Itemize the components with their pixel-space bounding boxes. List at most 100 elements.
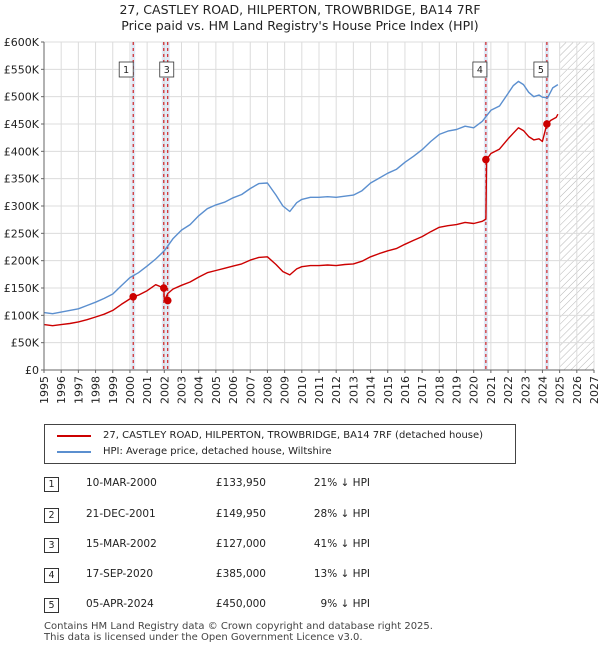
x-tick-label: 2007 [244, 376, 257, 404]
x-tick-label: 2011 [313, 376, 326, 404]
sale-hpi-diff: 21% ↓ HPI [313, 477, 370, 489]
x-tick-label: 2010 [296, 376, 309, 404]
sale-number-badge: 2 [44, 508, 59, 523]
sale-marker-label: 5 [533, 61, 549, 78]
y-tick-label: £400K [4, 145, 40, 158]
sale-marker-number: 5 [538, 65, 544, 76]
sale-row: 1 10-MAR-2000 £133,950 21% ↓ HPI [0, 477, 600, 495]
legend-label-hpi: HPI: Average price, detached house, Wilt… [103, 446, 332, 457]
x-tick-label: 2004 [193, 376, 206, 404]
hpi-line [43, 80, 559, 315]
y-tick-label: £500K [4, 91, 40, 104]
x-tick-label: 2006 [227, 376, 240, 404]
sale-price: £149,950 [215, 508, 266, 520]
sale-marker-number: 4 [477, 65, 483, 76]
x-tick-label: 2022 [502, 376, 515, 404]
sale-row: 5 05-APR-2024 £450,000 9% ↓ HPI [0, 598, 600, 616]
x-tick-label: 1999 [107, 376, 120, 404]
sale-marker-number: 3 [164, 65, 170, 76]
sale-date: 21-DEC-2001 [86, 508, 156, 520]
sale-row: 2 21-DEC-2001 £149,950 28% ↓ HPI [0, 508, 600, 526]
chart-title-line1: 27, CASTLEY ROAD, HILPERTON, TROWBRIDGE,… [119, 2, 481, 17]
footer-licence: This data is licensed under the Open Gov… [44, 632, 363, 643]
sale-hpi-diff: 41% ↓ HPI [313, 538, 370, 550]
x-tick-label: 2021 [485, 376, 498, 404]
x-tick-label: 1997 [72, 376, 85, 404]
sale-row: 3 15-MAR-2002 £127,000 41% ↓ HPI [0, 538, 600, 556]
y-tick-label: £250K [4, 227, 40, 240]
x-tick-label: 2015 [382, 376, 395, 404]
y-tick-label: £50K [11, 337, 40, 350]
sale-date: 05-APR-2024 [86, 598, 154, 610]
sale-price: £127,000 [215, 538, 266, 550]
sale-marker-box [118, 61, 134, 78]
sale-number-badge: 4 [44, 568, 59, 583]
x-tick-label: 2020 [468, 376, 481, 404]
sale-marker-box [533, 61, 549, 78]
chart-legend: 27, CASTLEY ROAD, HILPERTON, TROWBRIDGE,… [44, 424, 516, 464]
x-tick-label: 2012 [330, 376, 343, 404]
chart-title-line2: Price paid vs. HM Land Registry's House … [121, 18, 479, 33]
legend-label-property: 27, CASTLEY ROAD, HILPERTON, TROWBRIDGE,… [103, 430, 484, 441]
y-tick-label: £450K [4, 118, 40, 131]
x-tick-label: 2019 [451, 376, 464, 404]
sale-price: £450,000 [215, 598, 266, 610]
sale-hpi-diff: 13% ↓ HPI [313, 568, 370, 580]
y-tick-label: £100K [4, 309, 40, 322]
sale-price: £133,950 [215, 477, 266, 489]
sale-marker-label: 3 [159, 61, 175, 78]
legend-item-hpi: HPI: Average price, detached house, Wilt… [57, 446, 332, 457]
price-chart: £0 £50K £100K £150K £200K £250K £300K £350K £400… [4, 36, 600, 404]
x-tick-label: 1998 [90, 376, 103, 404]
y-tick-label: £600K [4, 36, 40, 49]
sale-marker-box [159, 61, 175, 78]
x-tick-label: 2026 [571, 376, 584, 404]
x-tick-label: 2002 [158, 376, 171, 404]
sale-point [129, 292, 138, 301]
footer-copyright: Contains HM Land Registry data © Crown c… [44, 621, 433, 632]
x-tick-label: 1996 [55, 376, 68, 404]
x-tick-label: 2013 [347, 376, 360, 404]
sale-point [163, 296, 172, 305]
property-price-line [43, 113, 559, 327]
x-tick-label: 2000 [124, 376, 137, 404]
sale-hpi-diff: 28% ↓ HPI [313, 508, 370, 520]
sale-date: 15-MAR-2002 [86, 538, 157, 550]
x-tick-label: 2025 [554, 376, 567, 404]
x-tick-label: 2005 [210, 376, 223, 404]
sale-hpi-diff: 9% ↓ HPI [320, 598, 370, 610]
legend-swatch-property [57, 434, 91, 437]
sale-date: 10-MAR-2000 [86, 477, 157, 489]
legend-item-property: 27, CASTLEY ROAD, HILPERTON, TROWBRIDGE,… [57, 430, 483, 441]
y-tick-label: £0 [25, 364, 39, 377]
x-tick-label: 2008 [261, 376, 274, 404]
x-tick-label: 1995 [38, 376, 51, 404]
sale-number-badge: 3 [44, 538, 59, 553]
sale-price: £385,000 [215, 568, 266, 580]
x-tick-label: 2014 [365, 376, 378, 404]
y-tick-label: £150K [4, 282, 40, 295]
sale-point [159, 284, 168, 292]
x-tick-label: 2009 [279, 376, 292, 404]
sale-number-badge: 5 [44, 598, 59, 613]
y-tick-label: £550K [4, 63, 40, 76]
x-tick-label: 2003 [176, 376, 189, 404]
sale-marker-number: 1 [123, 65, 129, 76]
sale-marker-label: 1 [118, 61, 134, 78]
legend-swatch-hpi [57, 450, 91, 453]
attribution-footer: Contains HM Land Registry data © Crown c… [44, 621, 433, 643]
sale-point [543, 120, 551, 128]
x-tick-label: 2024 [536, 376, 549, 404]
y-tick-label: £300K [4, 200, 40, 213]
y-tick-label: £200K [4, 255, 40, 268]
sale-date: 17-SEP-2020 [86, 568, 154, 580]
x-tick-label: 2016 [399, 376, 412, 404]
x-tick-label: 2018 [433, 376, 446, 404]
y-tick-label: £350K [4, 173, 40, 186]
sale-number-badge: 1 [44, 477, 59, 492]
x-tick-label: 2017 [416, 376, 429, 404]
sale-marker-label: 4 [472, 61, 488, 78]
sale-row: 4 17-SEP-2020 £385,000 13% ↓ HPI [0, 568, 600, 586]
sale-point [482, 155, 490, 164]
x-tick-label: 2023 [519, 376, 532, 404]
